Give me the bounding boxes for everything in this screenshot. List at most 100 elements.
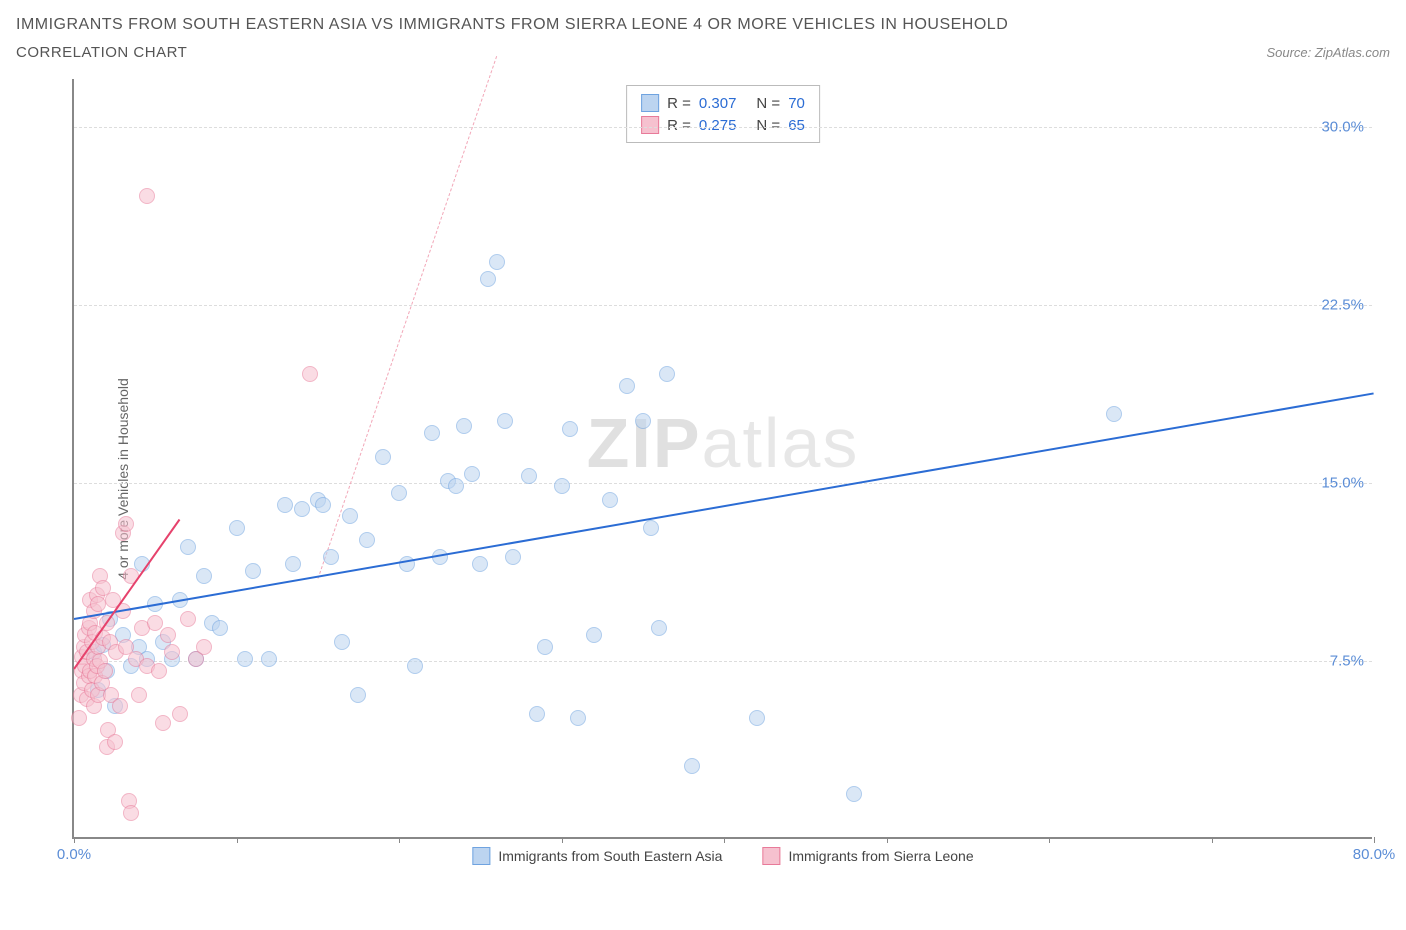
x-tick-label: 0.0%: [57, 846, 91, 863]
scatter-point: [131, 687, 147, 703]
legend-swatch: [762, 847, 780, 865]
scatter-point: [323, 549, 339, 565]
scatter-point: [505, 549, 521, 565]
x-tick-mark: [399, 837, 400, 843]
x-tick-mark: [887, 837, 888, 843]
scatter-point: [554, 478, 570, 494]
source-name: ZipAtlas.com: [1315, 45, 1390, 60]
scatter-point: [424, 425, 440, 441]
watermark: ZIPatlas: [587, 403, 860, 483]
scatter-point: [107, 734, 123, 750]
scatter-point: [71, 710, 87, 726]
scatter-point: [375, 449, 391, 465]
scatter-point: [285, 556, 301, 572]
stats-legend-row: R = 0.307 N = 70: [641, 92, 805, 114]
r-value: 0.307: [699, 95, 737, 112]
scatter-point: [651, 620, 667, 636]
x-tick-mark: [1212, 837, 1213, 843]
scatter-point: [846, 786, 862, 802]
chart-title-line1: IMMIGRANTS FROM SOUTH EASTERN ASIA VS IM…: [16, 16, 1390, 34]
scatter-point: [172, 706, 188, 722]
title-row: CORRELATION CHART Source: ZipAtlas.com: [16, 44, 1390, 61]
legend-label: Immigrants from Sierra Leone: [788, 848, 973, 864]
scatter-point: [659, 366, 675, 382]
scatter-point: [147, 615, 163, 631]
legend-item: Immigrants from South Eastern Asia: [472, 847, 722, 865]
scatter-point: [619, 378, 635, 394]
trend-line: [74, 393, 1374, 621]
scatter-point: [112, 698, 128, 714]
scatter-point: [464, 466, 480, 482]
x-tick-mark: [724, 837, 725, 843]
scatter-point: [180, 611, 196, 627]
scatter-point: [90, 596, 106, 612]
gridline: [74, 483, 1372, 484]
legend-label: Immigrants from South Eastern Asia: [498, 848, 722, 864]
legend-swatch: [641, 94, 659, 112]
scatter-point: [537, 639, 553, 655]
scatter-point: [529, 706, 545, 722]
x-tick-mark: [562, 837, 563, 843]
scatter-point: [489, 254, 505, 270]
scatter-point: [391, 485, 407, 501]
scatter-point: [212, 620, 228, 636]
scatter-point: [749, 710, 765, 726]
n-label: N =: [756, 117, 780, 134]
scatter-point: [586, 627, 602, 643]
scatter-point: [635, 413, 651, 429]
x-tick-label: 80.0%: [1353, 846, 1396, 863]
y-tick-label: 7.5%: [1330, 652, 1364, 669]
scatter-point: [160, 627, 176, 643]
scatter-point: [229, 520, 245, 536]
n-value: 65: [788, 117, 805, 134]
scatter-point: [497, 413, 513, 429]
chart-title-line2: CORRELATION CHART: [16, 44, 187, 61]
n-label: N =: [756, 95, 780, 112]
scatter-point: [196, 568, 212, 584]
chart-container: 4 or more Vehicles in Household ZIPatlas…: [16, 69, 1386, 889]
scatter-point: [521, 468, 537, 484]
scatter-point: [472, 556, 488, 572]
x-tick-mark: [74, 837, 75, 843]
y-tick-label: 30.0%: [1321, 118, 1364, 135]
scatter-point: [448, 478, 464, 494]
legend-swatch: [472, 847, 490, 865]
scatter-point: [1106, 406, 1122, 422]
trend-extension-dashed: [317, 56, 497, 579]
series-legend: Immigrants from South Eastern Asia Immigr…: [472, 847, 973, 865]
legend-swatch: [641, 116, 659, 134]
scatter-point: [407, 658, 423, 674]
r-value: 0.275: [699, 117, 737, 134]
watermark-light: atlas: [702, 404, 860, 482]
scatter-plot: ZIPatlas R = 0.307N = 70R = 0.275N = 65 …: [72, 79, 1372, 839]
source-prefix: Source:: [1266, 45, 1314, 60]
n-value: 70: [788, 95, 805, 112]
scatter-point: [164, 644, 180, 660]
scatter-point: [237, 651, 253, 667]
legend-item: Immigrants from Sierra Leone: [762, 847, 973, 865]
scatter-point: [350, 687, 366, 703]
stats-legend-row: R = 0.275 N = 65: [641, 114, 805, 136]
scatter-point: [570, 710, 586, 726]
scatter-point: [456, 418, 472, 434]
scatter-point: [643, 520, 659, 536]
scatter-point: [196, 639, 212, 655]
scatter-point: [302, 366, 318, 382]
scatter-point: [342, 508, 358, 524]
gridline: [74, 127, 1372, 128]
scatter-point: [315, 497, 331, 513]
r-label: R =: [667, 117, 691, 134]
scatter-point: [334, 634, 350, 650]
scatter-point: [480, 271, 496, 287]
y-tick-label: 15.0%: [1321, 474, 1364, 491]
gridline: [74, 305, 1372, 306]
scatter-point: [261, 651, 277, 667]
r-label: R =: [667, 95, 691, 112]
scatter-point: [123, 805, 139, 821]
source-label: Source: ZipAtlas.com: [1266, 45, 1390, 60]
scatter-point: [562, 421, 578, 437]
x-tick-mark: [237, 837, 238, 843]
x-tick-mark: [1374, 837, 1375, 843]
scatter-point: [139, 188, 155, 204]
scatter-point: [180, 539, 196, 555]
